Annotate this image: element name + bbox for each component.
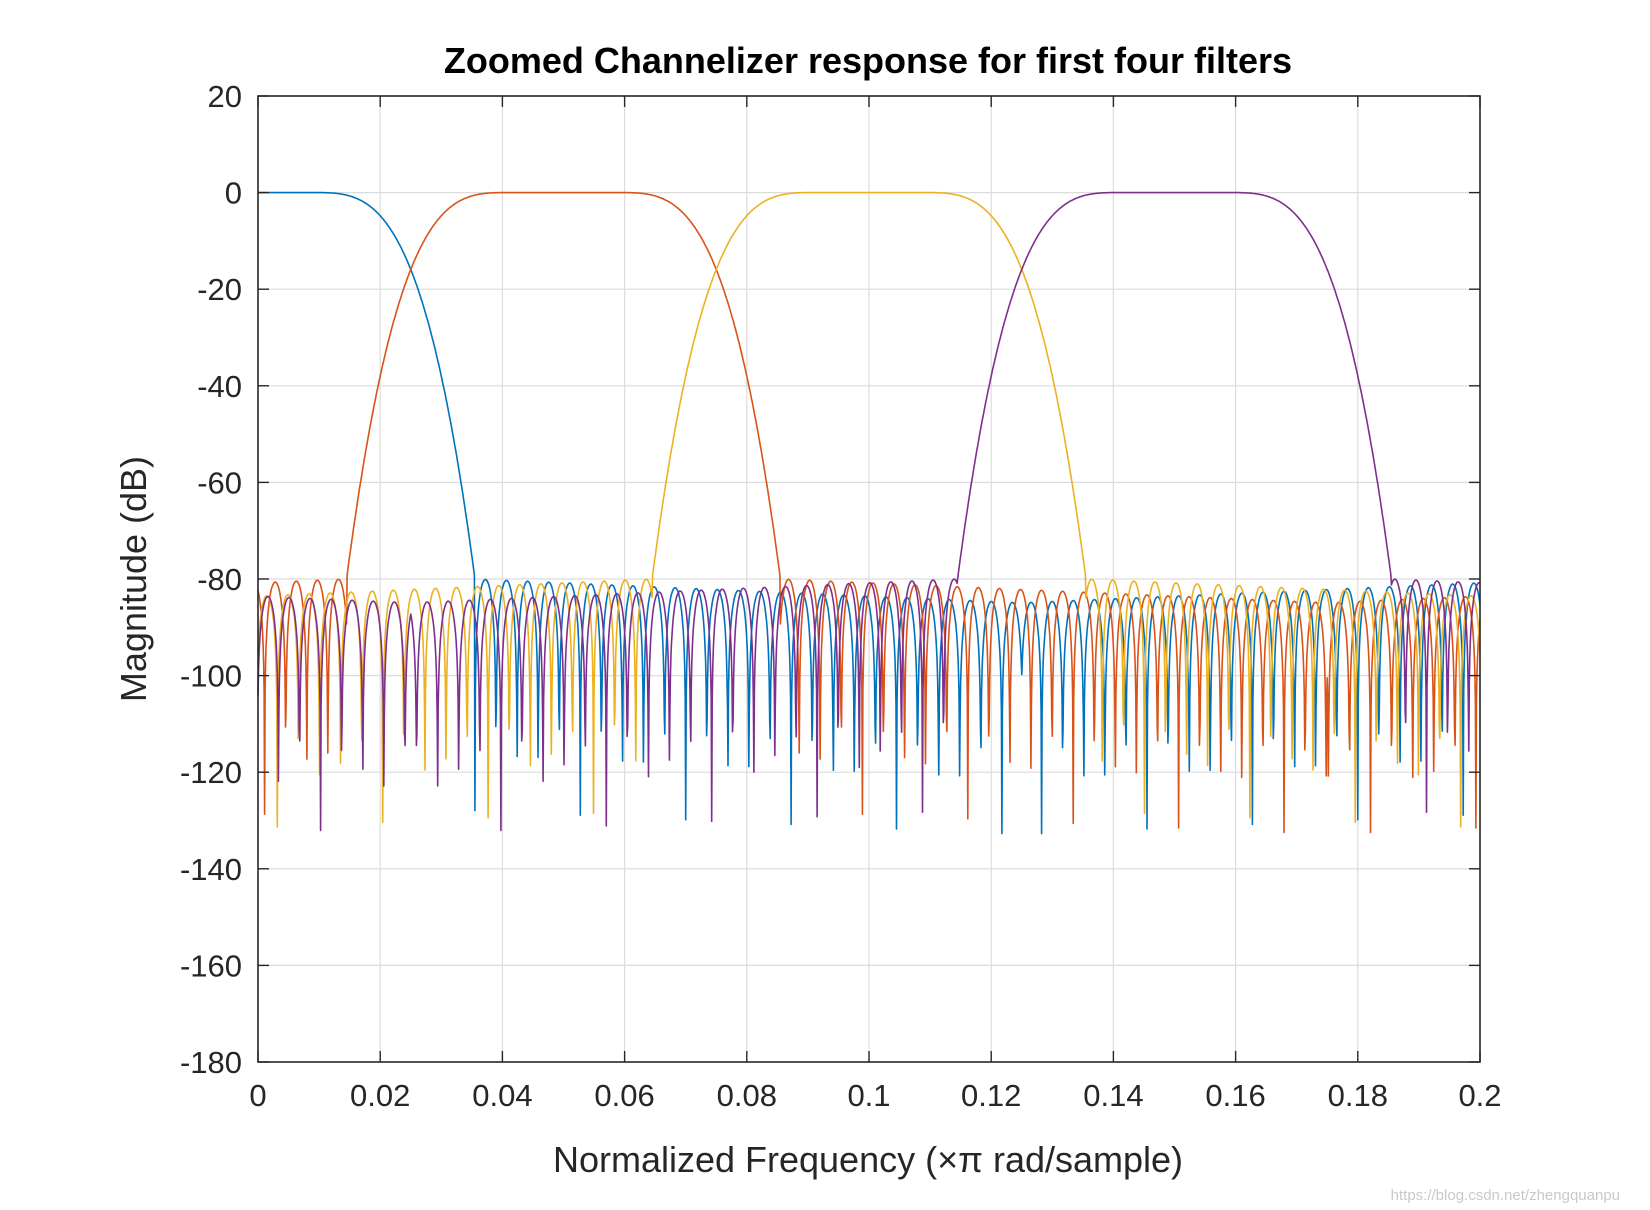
watermark-text: https://blog.csdn.net/zhengquanpu	[1391, 1187, 1620, 1204]
y-tick-label: -20	[197, 272, 242, 307]
x-tick-label: 0.04	[472, 1078, 532, 1113]
x-tick-label: 0.02	[350, 1078, 410, 1113]
y-tick-label: -60	[197, 465, 242, 500]
y-tick-label: 20	[208, 79, 242, 114]
series-line-3	[257, 191, 1481, 828]
y-tick-label: -160	[180, 948, 242, 983]
chart-title: Zoomed Channelizer response for first fo…	[444, 40, 1292, 81]
y-tick-labels: 20 0 -20 -40 -60 -80 -100 -120 -140 -160 -180	[180, 79, 242, 1080]
x-tick-labels: 0 0.02 0.04 0.06 0.08 0.1 0.12 0.14 0.16 0.18 0.2	[249, 1078, 1501, 1113]
y-axis-label: Magnitude (dB)	[113, 456, 154, 702]
series-line-1	[257, 191, 1481, 835]
x-tick-label: 0.08	[717, 1078, 777, 1113]
x-tick-label: 0.2	[1458, 1078, 1501, 1113]
y-tick-label: -180	[180, 1045, 242, 1080]
x-tick-label: 0.16	[1205, 1078, 1265, 1113]
x-tick-label: 0.18	[1328, 1078, 1388, 1113]
series-lines	[257, 191, 1481, 835]
x-tick-label: 0.1	[847, 1078, 890, 1113]
y-tick-label: -140	[180, 852, 242, 887]
y-tick-label: -80	[197, 562, 242, 597]
x-axis-label: Normalized Frequency (×π rad/sample)	[553, 1139, 1183, 1180]
y-tick-label: -120	[180, 755, 242, 790]
grid-lines	[258, 96, 1480, 1062]
tick-marks	[257, 95, 1481, 1063]
series-line-4	[257, 191, 1481, 832]
y-tick-label: -40	[197, 369, 242, 404]
x-tick-label: 0.06	[594, 1078, 654, 1113]
x-tick-label: 0.12	[961, 1078, 1021, 1113]
y-tick-label: -100	[180, 659, 242, 694]
y-tick-label: 0	[225, 176, 242, 211]
x-tick-label: 0	[249, 1078, 266, 1113]
x-tick-label: 0.14	[1083, 1078, 1143, 1113]
